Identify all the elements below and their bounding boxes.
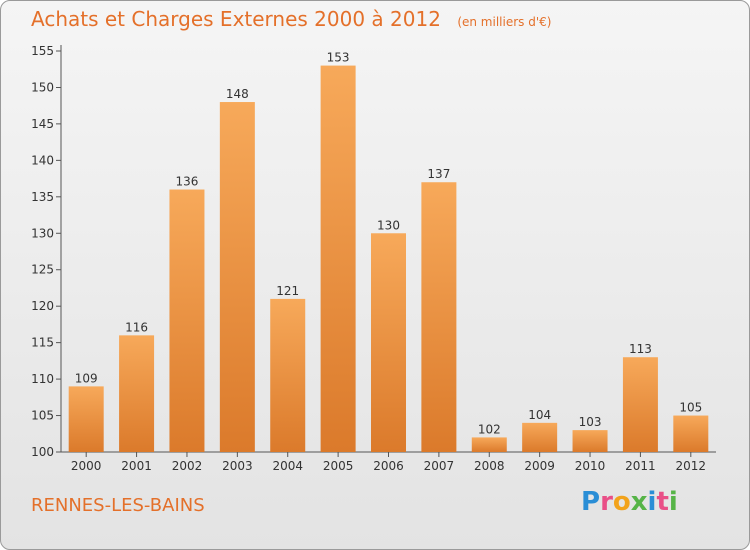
chart-title: Achats et Charges Externes 2000 à 2012 (… (31, 7, 551, 31)
y-tick-label: 120 (31, 299, 54, 313)
x-tick-label: 2007 (424, 459, 455, 473)
logo-letter: i (668, 487, 678, 517)
bar-2002 (169, 189, 205, 452)
data-label: 121 (276, 284, 299, 298)
x-tick-label: 2000 (71, 459, 102, 473)
chart-subtitle: (en milliers d'€) (457, 15, 552, 29)
data-label: 148 (226, 87, 249, 101)
x-tick-label: 2010 (575, 459, 606, 473)
location-label: RENNES-LES-BAINS (31, 495, 205, 516)
x-tick-label: 2003 (222, 459, 253, 473)
data-label: 137 (427, 167, 450, 181)
bar-2008 (471, 437, 507, 452)
logo-letter: i (647, 487, 657, 517)
logo-letter: x (630, 487, 648, 517)
bar-2007 (421, 182, 457, 452)
bar-2000 (68, 386, 104, 452)
bar-2010 (572, 430, 608, 452)
y-tick-label: 145 (31, 117, 54, 131)
bar-2001 (119, 335, 155, 452)
y-tick-label: 135 (31, 190, 54, 204)
x-tick-label: 2012 (676, 459, 707, 473)
bar-2003 (219, 102, 255, 452)
data-label: 105 (679, 401, 702, 415)
x-tick-label: 2002 (172, 459, 203, 473)
logo-letter: t (656, 487, 669, 517)
logo-letter: r (600, 487, 613, 517)
bar-2009 (522, 422, 558, 452)
y-tick-label: 115 (31, 336, 54, 350)
y-tick-label: 140 (31, 153, 54, 167)
x-tick-label: 2004 (272, 459, 303, 473)
x-tick-label: 2005 (323, 459, 354, 473)
x-tick-label: 2008 (474, 459, 505, 473)
logo-letter: P (581, 487, 601, 517)
y-tick-label: 100 (31, 445, 54, 459)
data-label: 113 (629, 342, 652, 356)
data-label: 109 (75, 371, 98, 385)
bar-2005 (320, 65, 356, 452)
chart-title-text: Achats et Charges Externes 2000 à 2012 (31, 7, 441, 31)
x-tick-label: 2009 (524, 459, 555, 473)
y-tick-label: 150 (31, 80, 54, 94)
data-label: 102 (478, 422, 501, 436)
x-tick-label: 2006 (373, 459, 404, 473)
data-label: 130 (377, 218, 400, 232)
y-tick-label: 125 (31, 263, 54, 277)
bar-2012 (673, 415, 709, 452)
data-label: 136 (176, 175, 199, 189)
data-label: 153 (327, 51, 350, 65)
data-label: 116 (125, 320, 148, 334)
bar-2004 (270, 298, 306, 452)
data-label: 104 (528, 408, 551, 422)
bar-2011 (622, 357, 658, 452)
y-tick-label: 130 (31, 226, 54, 240)
y-tick-label: 155 (31, 44, 54, 58)
y-tick-label: 110 (31, 372, 54, 386)
y-tick-label: 105 (31, 409, 54, 423)
logo-letter: o (612, 487, 631, 517)
bar-2006 (371, 233, 406, 452)
x-tick-label: 2011 (625, 459, 656, 473)
proxiti-logo: Proxiti (581, 487, 678, 517)
data-label: 103 (579, 415, 602, 429)
x-tick-label: 2001 (121, 459, 152, 473)
